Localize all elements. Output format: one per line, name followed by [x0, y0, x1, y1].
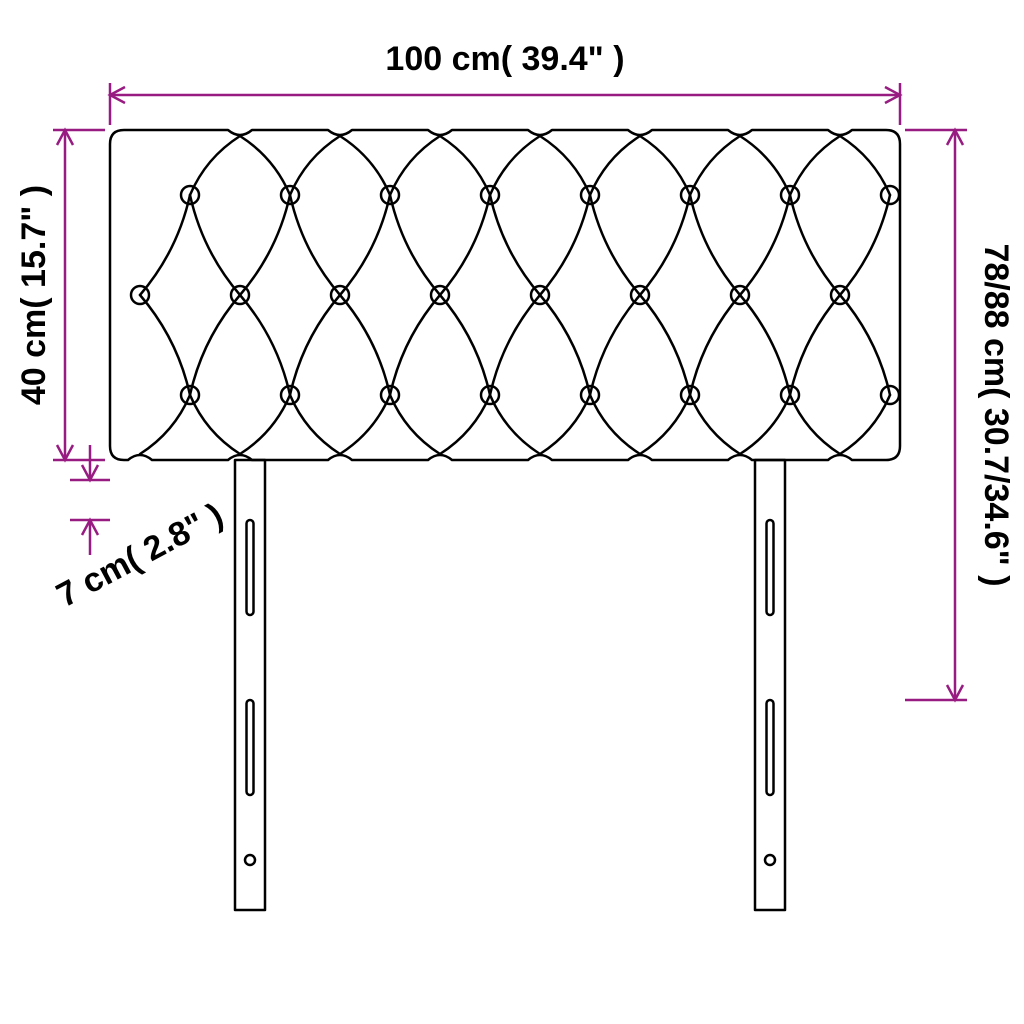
tuft-arc [240, 395, 290, 454]
tuft-arc [590, 395, 640, 454]
dim-label-height: 40 cm( 15.7" ) [15, 185, 53, 405]
headboard-dimension-diagram: 100 cm( 39.4" ) 40 cm( 15.7" ) 78/88 cm( 3… [0, 0, 1024, 1024]
tuft-arc [340, 295, 390, 395]
tuft-arc [640, 136, 690, 195]
leg-slot [767, 520, 774, 615]
dim-label-width: 100 cm( 39.4" ) [385, 40, 624, 78]
tuft-arc [690, 195, 740, 295]
tuft-arc [290, 295, 340, 395]
tuft-arc [240, 136, 290, 195]
tuft-arc [440, 295, 490, 395]
tuft-arc [790, 395, 840, 454]
tuft-arc [440, 195, 490, 295]
tuft-arc [240, 295, 290, 395]
tuft-arc [390, 395, 440, 454]
tuft-arc [140, 195, 190, 295]
tuft-arc [690, 295, 740, 395]
tuft-arc [640, 295, 690, 395]
tuft-arc [390, 295, 440, 395]
tuft-arc [290, 395, 340, 454]
leg-slot [247, 520, 254, 615]
tuft-arc [390, 136, 440, 195]
leg-screw-hole [765, 855, 775, 865]
tuft-arc [790, 136, 840, 195]
tuft-arc [290, 136, 340, 195]
tuft-arc [290, 195, 340, 295]
tuft-arc [790, 295, 840, 395]
tuft-arc [490, 195, 540, 295]
tuft-arc [690, 136, 740, 195]
tuft-arc [640, 195, 690, 295]
leg-slot [767, 700, 774, 795]
tuft-arc [590, 295, 640, 395]
tuft-arc [440, 395, 490, 454]
tuft-arc [190, 295, 240, 395]
tuft-arc [840, 136, 890, 195]
tuft-arc [740, 295, 790, 395]
tuft-arc [740, 136, 790, 195]
tuft-arc [340, 136, 390, 195]
tuft-arc [840, 195, 890, 295]
tuft-arc [490, 295, 540, 395]
tuft-arc [840, 395, 890, 454]
tuft-arc [440, 136, 490, 195]
tuft-arc [540, 395, 590, 454]
tuft-arc [240, 195, 290, 295]
dim-label-depth: 7 cm( 2.8" ) [50, 496, 229, 615]
tuft-arc [140, 395, 190, 454]
tuft-arc [540, 295, 590, 395]
tuft-arc [140, 295, 190, 395]
tuft-arc [540, 136, 590, 195]
tuft-arc [340, 195, 390, 295]
tuft-arc [840, 295, 890, 395]
tuft-arc [790, 195, 840, 295]
leg-slot [247, 700, 254, 795]
tuft-arc [590, 136, 640, 195]
tuft-arc [740, 195, 790, 295]
tuft-arc [190, 195, 240, 295]
tuft-arc [190, 136, 240, 195]
leg-screw-hole [245, 855, 255, 865]
tuft-arc [490, 136, 540, 195]
tuft-arc [690, 395, 740, 454]
headboard-leg [235, 460, 265, 910]
headboard-leg [755, 460, 785, 910]
tuft-arc [590, 195, 640, 295]
tuft-arc [740, 395, 790, 454]
tuft-arc [490, 395, 540, 454]
tuft-arc [540, 195, 590, 295]
dim-label-total-height: 78/88 cm( 30.7/34.6" ) [977, 243, 1015, 586]
tuft-arc [340, 395, 390, 454]
tuft-arc [190, 395, 240, 454]
tuft-arc [640, 395, 690, 454]
tuft-arc [390, 195, 440, 295]
